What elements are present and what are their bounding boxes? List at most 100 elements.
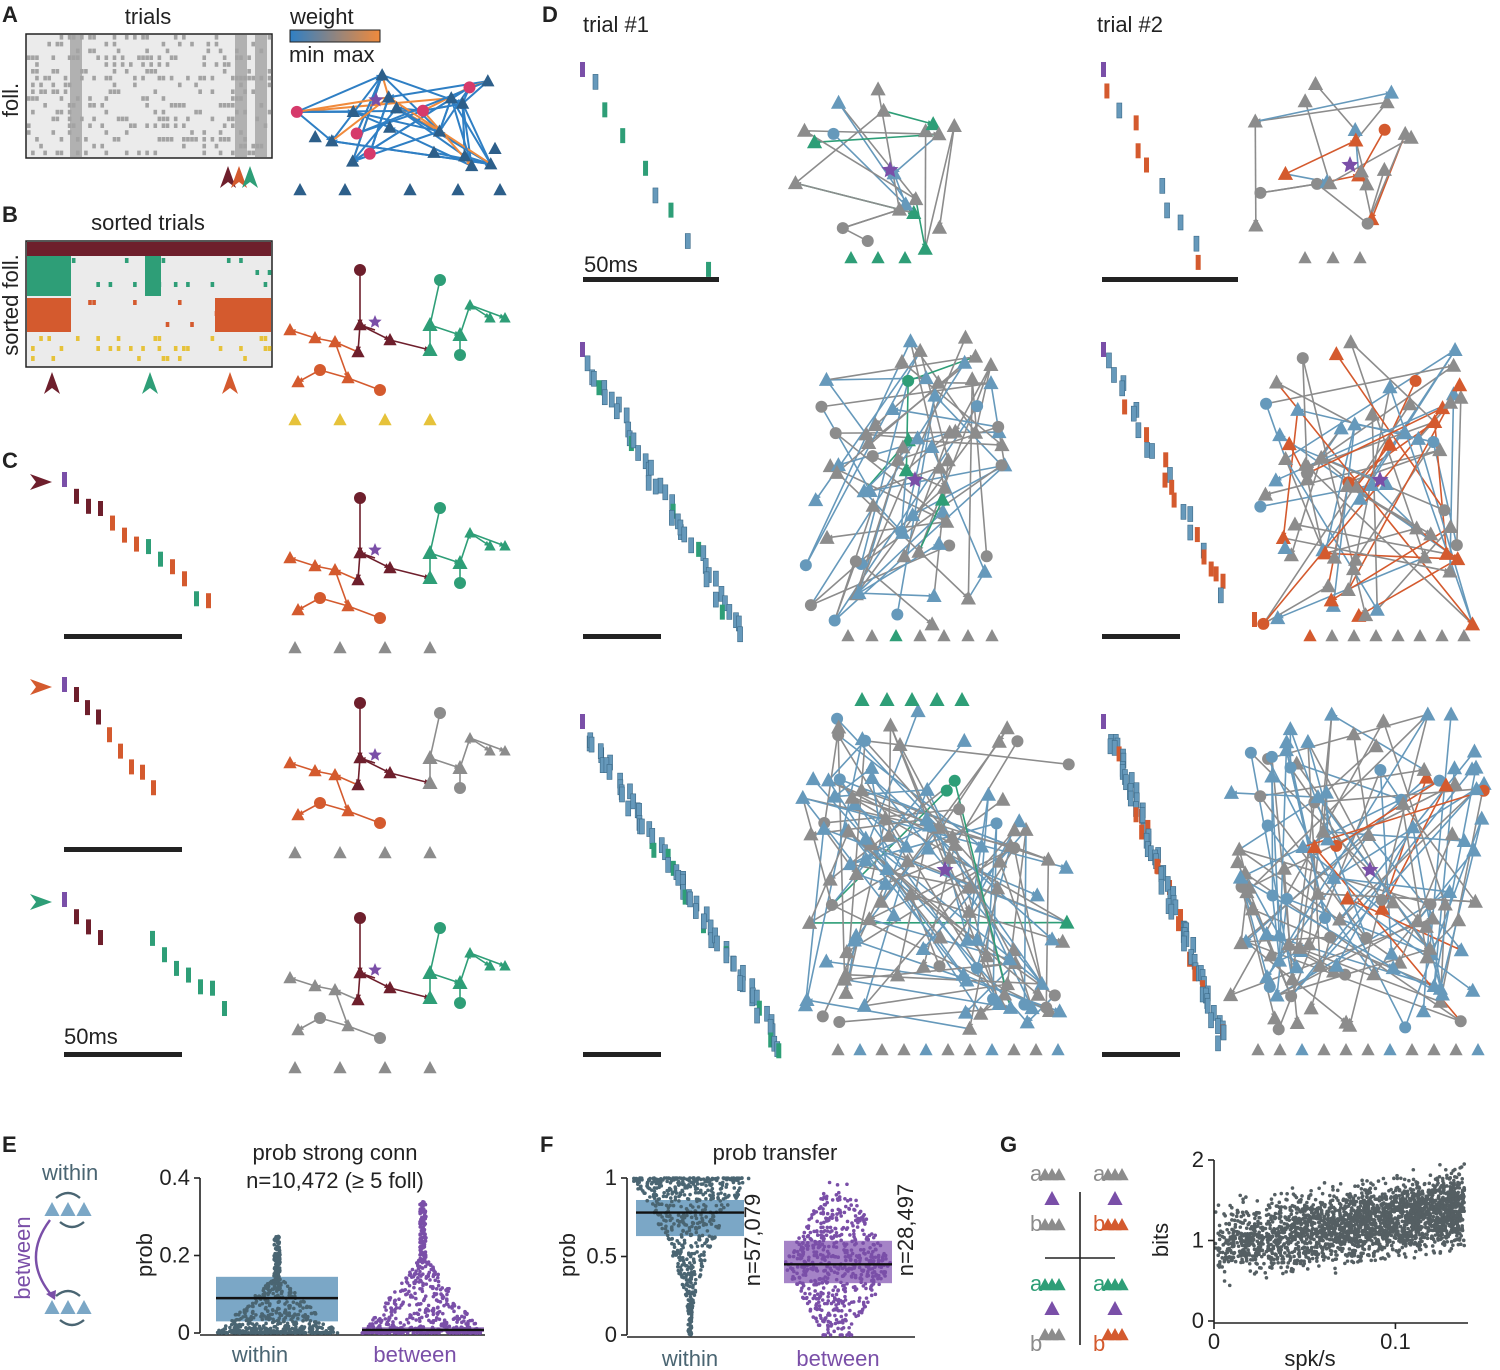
raster-cell: [177, 41, 182, 47]
strip-point: [405, 1317, 409, 1322]
strip-point: [802, 1269, 806, 1274]
raster-cell: [186, 137, 190, 142]
raster-cell: [145, 96, 149, 101]
raster-cell: [112, 62, 117, 67]
neuron-triangle: [422, 775, 438, 789]
neuron-triangle: [818, 371, 835, 386]
strip-point: [408, 1270, 412, 1275]
strip-point: [808, 1307, 813, 1312]
strip-point: [278, 1286, 282, 1290]
strip-point: [873, 1274, 878, 1278]
raster-cell: [214, 311, 219, 316]
spike-mark: [619, 786, 625, 803]
strip-point: [406, 1321, 411, 1325]
input-triangle: [1347, 629, 1361, 642]
connection-line: [805, 350, 921, 566]
spike-mark: [692, 903, 699, 919]
neuron-circle: [374, 384, 386, 396]
raster-cell: [124, 35, 129, 40]
strip-point: [673, 1185, 677, 1189]
strip-point: [371, 1323, 375, 1327]
raster-cell: [133, 123, 137, 128]
connection-line: [1332, 424, 1356, 607]
raster-cell: [43, 75, 47, 81]
neuron-triangle: [1290, 401, 1306, 416]
strip-point: [822, 1333, 826, 1337]
strip-point: [413, 1281, 417, 1286]
neuron-triangle: [1284, 971, 1300, 986]
strip-point: [320, 1326, 325, 1330]
strip-point: [808, 1292, 812, 1296]
neuron-triangle: [291, 808, 305, 821]
strip-point: [433, 1278, 438, 1283]
neuron-triangle: [918, 370, 934, 385]
strip-point: [667, 1214, 671, 1219]
strip-point: [876, 1276, 880, 1281]
neuron-triangle: [917, 240, 933, 255]
raster-cell: [186, 346, 190, 351]
strip-point: [877, 1273, 881, 1278]
strip-point: [799, 1289, 804, 1293]
spike-mark: [62, 892, 67, 907]
strip-point: [787, 1254, 792, 1259]
spike-mark: [1193, 235, 1200, 252]
neuron-triangle: [427, 145, 441, 158]
neuron-triangle: [422, 965, 438, 979]
strip-point: [400, 1281, 404, 1286]
spike-mark: [74, 488, 79, 504]
connection-line: [826, 355, 976, 381]
connection-line: [1283, 537, 1451, 573]
strip-point: [801, 1249, 805, 1254]
strip-point: [694, 1227, 699, 1231]
neuron-triangle: [1468, 759, 1484, 774]
neuron-triangle: [346, 154, 360, 167]
raster-cell: [141, 75, 145, 81]
strip-point: [826, 1291, 831, 1296]
strip-point: [848, 1257, 853, 1262]
strip-point: [690, 1224, 694, 1229]
strip-point: [265, 1309, 270, 1313]
strip-point: [883, 1274, 887, 1278]
g-letter-a1: a: [1030, 1161, 1043, 1186]
neuron-triangle: [1425, 910, 1441, 925]
neuron-triangle: [484, 157, 498, 170]
strip-point: [783, 1260, 788, 1264]
raster-cell: [190, 322, 194, 327]
input-triangle: [1361, 1043, 1375, 1056]
neuron-circle: [1361, 217, 1374, 230]
neuron-triangle: [983, 375, 999, 390]
raster-cell: [104, 96, 109, 101]
input-triangle: [1007, 1043, 1021, 1056]
connection-line: [1255, 91, 1392, 123]
raster-cell: [141, 35, 145, 40]
input-triangle: [1471, 1043, 1485, 1056]
strip-point: [264, 1305, 268, 1310]
raster-cell: [31, 356, 35, 361]
neuron-triangle: [808, 492, 824, 507]
strip-point: [855, 1203, 859, 1208]
spike-mark: [588, 736, 595, 753]
strip-point: [878, 1243, 883, 1248]
raster-cell: [47, 336, 51, 341]
raster-cell: [92, 103, 96, 108]
raster-cell: [104, 150, 109, 156]
raster-cell: [202, 150, 207, 156]
raster-cell: [173, 103, 178, 108]
neuron-triangle: [1307, 75, 1324, 90]
raster-band: [27, 298, 71, 332]
g-letter-b2: b: [1093, 1211, 1105, 1236]
raster-cell: [116, 137, 121, 142]
spike-mark: [1144, 427, 1150, 443]
strip-point: [837, 1195, 842, 1199]
input-triangle: [333, 413, 347, 426]
raster-cell: [112, 35, 117, 40]
strip-point: [415, 1311, 419, 1316]
connection-line: [899, 744, 1017, 964]
raster-cell: [157, 75, 162, 81]
neuron-triangle: [1417, 549, 1433, 564]
neuron-triangle: [912, 342, 928, 357]
neuron-triangle: [920, 840, 936, 855]
input-triangle: [293, 183, 307, 196]
strip-point: [688, 1304, 693, 1308]
strip-point: [691, 1298, 695, 1303]
